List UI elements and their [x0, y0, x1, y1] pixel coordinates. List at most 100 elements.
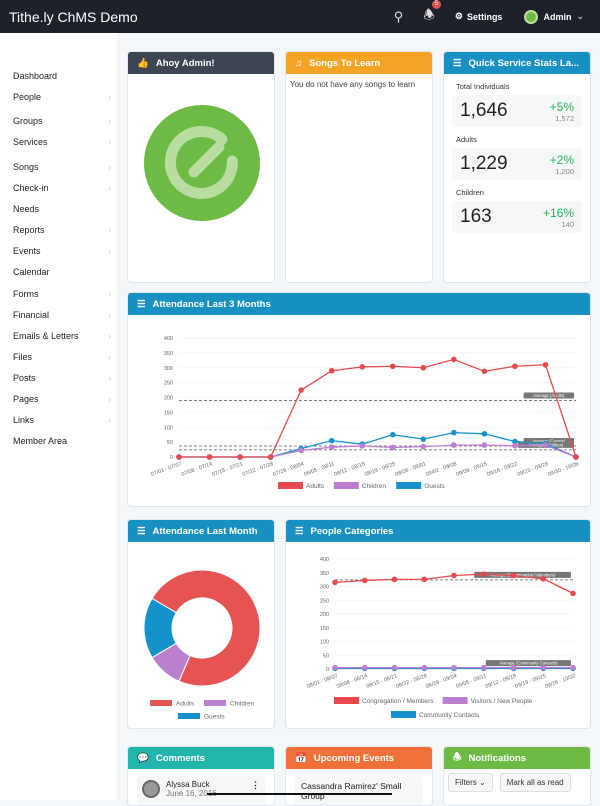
chevron-right-icon: › [108, 92, 111, 102]
chevron-right-icon: › [108, 246, 111, 256]
event-item[interactable]: Cassandra Ramirez' Small Group [295, 776, 423, 805]
stat-box: 1,229 +2% 1,200 [452, 148, 582, 180]
chevron-right-icon: › [108, 289, 111, 299]
sidebar-item-label: People [13, 92, 42, 102]
y-tick-label: 400 [320, 557, 329, 563]
stat-previous: 1,200 [555, 166, 574, 176]
filters-button[interactable]: Filters ⌄ [448, 773, 493, 792]
mark-all-read-button[interactable]: Mark all as read [499, 773, 571, 792]
x-tick-label: 09/23 - 09/29 [517, 461, 550, 478]
sidebar-item-financial[interactable]: Financial › [13, 310, 111, 320]
sidebar-item-pages[interactable]: Pages › [13, 394, 111, 404]
data-point [480, 664, 487, 671]
card-title: Ahoy Admin! [155, 57, 215, 69]
data-point [451, 442, 457, 448]
sidebar-item-links[interactable]: Links › [13, 415, 111, 425]
app-title[interactable]: Tithe.ly ChMS Demo [9, 8, 138, 25]
sidebar-item-dashboard[interactable]: Dashboard [13, 71, 111, 81]
stat-value: 163 [460, 206, 492, 227]
y-tick-label: 100 [164, 425, 173, 431]
sidebar-item-label: Emails & Letters [13, 331, 79, 341]
sidebar-item-label: Check-in [13, 183, 49, 193]
data-point [512, 438, 518, 445]
x-tick-label: 08/29 - 09/04 [425, 673, 458, 690]
data-point [328, 367, 335, 374]
list-icon: ☰ [453, 57, 462, 69]
chevron-right-icon: › [108, 373, 111, 383]
legend-label: Visitors / New People [471, 698, 533, 705]
sidebar-item-emails-letters[interactable]: Emails & Letters › [13, 331, 111, 341]
data-point [540, 664, 547, 671]
home-indicator [207, 793, 392, 795]
sidebar-item-forms[interactable]: Forms › [13, 289, 111, 299]
sidebar-item-posts[interactable]: Posts › [13, 373, 111, 383]
card-title: Upcoming Events [313, 752, 395, 764]
card-title: Attendance Last 3 Months [152, 298, 271, 310]
stat-previous: 140 [561, 219, 574, 229]
sidebar-item-groups[interactable]: Groups › [13, 116, 111, 126]
x-tick-label: 08/12 - 08/18 [333, 461, 366, 478]
comments-icon: 💬 [137, 752, 149, 764]
sidebar-item-check-in[interactable]: Check-in › [13, 183, 111, 193]
settings-button[interactable]: ⚙ Settings [455, 11, 503, 22]
stat-change: +2% [549, 152, 574, 167]
stat-previous: 1,572 [555, 113, 574, 123]
legend-swatch [333, 482, 359, 489]
data-point [481, 430, 488, 437]
y-tick-label: 200 [320, 612, 329, 618]
data-point [332, 579, 338, 586]
search-icon[interactable]: ⚲ [393, 8, 404, 24]
sidebar-item-calendar[interactable]: Calendar [13, 267, 111, 277]
legend-swatch [204, 700, 226, 706]
data-point [451, 429, 457, 436]
sidebar-item-people[interactable]: People › [13, 92, 111, 102]
legend-swatch [278, 482, 303, 489]
data-point [542, 361, 549, 368]
sidebar-item-label: Calendar [13, 267, 50, 277]
list-icon: ☰ [295, 525, 304, 537]
data-point [421, 576, 428, 583]
x-tick-label: 07/22 - 07/28 [242, 461, 275, 478]
y-tick-label: 350 [164, 351, 173, 357]
sidebar-item-songs[interactable]: Songs › [13, 162, 111, 172]
bell-icon[interactable]: 🕭 5 [423, 0, 441, 28]
average-label-bg [485, 660, 571, 667]
sidebar-item-needs[interactable]: Needs [13, 204, 111, 214]
sidebar-item-events[interactable]: Events › [13, 246, 111, 256]
legend-swatch [334, 697, 359, 704]
y-tick-label: 300 [164, 366, 173, 372]
x-tick-label: 09/30 - 10/06 [547, 461, 580, 478]
average-label: Average (Congregation / Members) [490, 572, 556, 577]
y-tick-label: 250 [164, 381, 173, 387]
user-label: Admin [543, 11, 572, 22]
gear-icon: ⚙ [454, 11, 463, 21]
bell-icon: 🕭 [453, 752, 462, 763]
data-point [391, 664, 398, 671]
data-point [542, 442, 549, 448]
notification-badge: 5 [431, 0, 441, 9]
sidebar-item-member-area[interactable]: Member Area [13, 436, 111, 446]
user-menu[interactable]: Admin ⌄ [524, 9, 584, 24]
chevron-right-icon: › [108, 225, 111, 235]
legend-label: Adults [176, 701, 195, 708]
sidebar-item-services[interactable]: Services › [13, 137, 111, 147]
empty-message: You do not have any songs to learn [290, 80, 416, 89]
more-options-icon[interactable]: ⋮ [251, 780, 260, 790]
sidebar-item-reports[interactable]: Reports › [13, 225, 111, 235]
stat-value: 1,229 [460, 153, 508, 174]
legend-label: Guests [424, 483, 445, 490]
top-bar: Tithe.ly ChMS Demo ⚲ 🕭 5 ⚙ Settings Admin ⌄ [0, 0, 600, 33]
x-tick-label: 09/19 - 09/25 [514, 673, 547, 690]
data-point [573, 454, 579, 460]
average-label: Average (Adults) [533, 393, 565, 398]
data-point [237, 454, 243, 460]
data-point [570, 590, 576, 597]
list-icon: ☰ [137, 298, 146, 310]
sidebar-item-files[interactable]: Files › [13, 352, 111, 362]
list-icon: ☰ [137, 525, 146, 537]
x-tick-label: 09/09 - 09/15 [456, 461, 489, 478]
data-point [451, 664, 457, 671]
calendar-icon: 📅 [295, 752, 307, 764]
comment-item[interactable]: Alyssa Buck June 16, 2016 ⋮ [137, 776, 265, 805]
